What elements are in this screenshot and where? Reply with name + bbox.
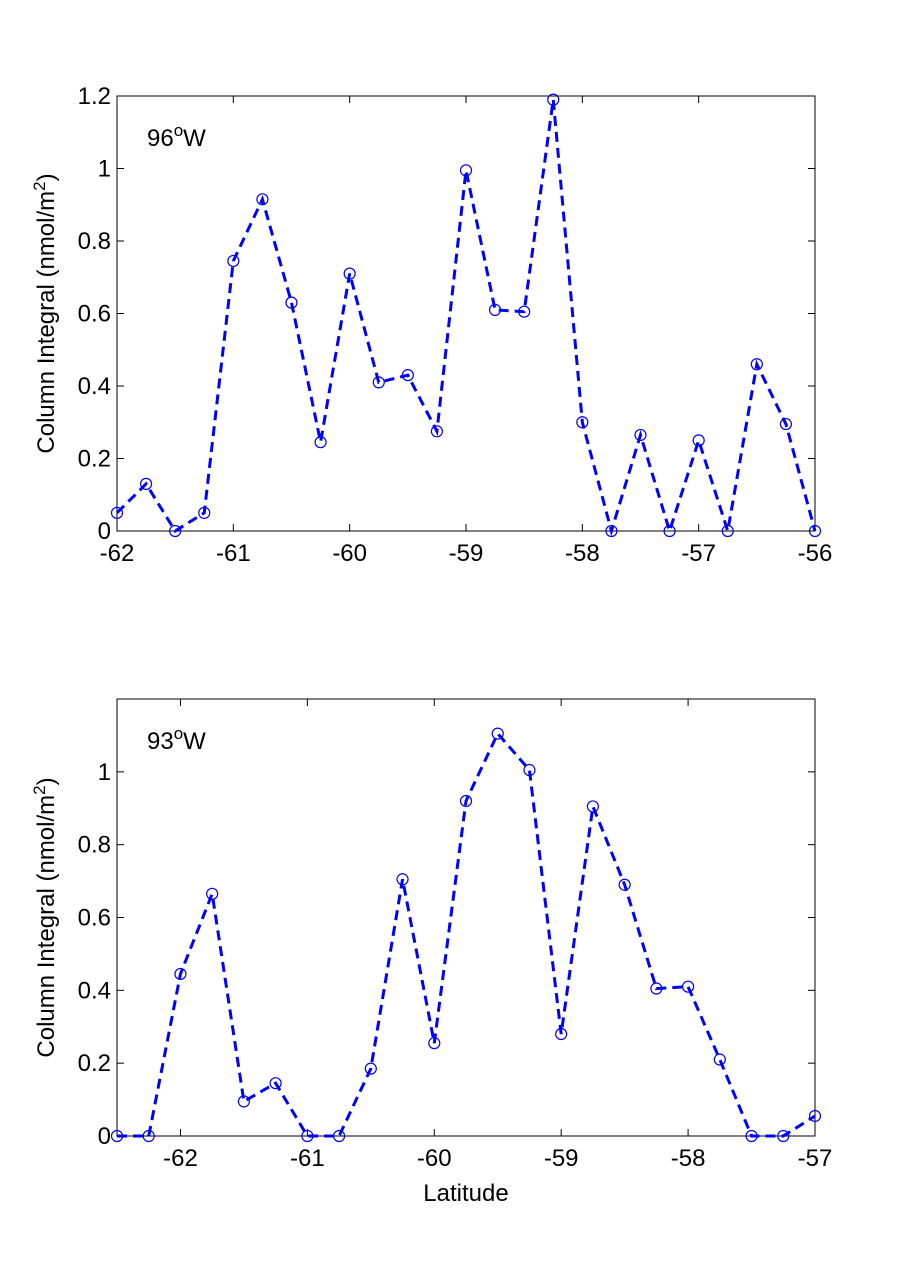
- data-point: [518, 305, 531, 318]
- data-point: [139, 477, 153, 490]
- y-axis-title-text: Column Integral (nmol/m: [33, 191, 60, 454]
- series-line: [115, 99, 817, 537]
- y-tick-label: 1: [98, 156, 111, 183]
- data-point: [142, 1129, 155, 1143]
- series-line: [117, 730, 816, 1138]
- longitude-annotation: 96oW: [147, 121, 206, 152]
- data-point: [692, 434, 705, 447]
- data-point: [269, 1077, 282, 1090]
- y-tick-label: 0: [98, 518, 111, 545]
- y-tick-label: 0.2: [78, 1050, 111, 1077]
- longitude-annotation: 93oW: [147, 724, 206, 755]
- data-point: [198, 506, 211, 519]
- data-point: [650, 982, 663, 995]
- y-tick-label: 1: [98, 759, 111, 786]
- data-point: [364, 1062, 377, 1075]
- chart-panel-93w: -62 -61 -60 -59 -58 -57 0 0.2 0.4 0.6 0.8 1 Column I…: [30, 698, 833, 1207]
- y-tick-label: 0.6: [78, 905, 111, 932]
- y-axis-title: Column Integral (nmol/m2): [30, 777, 60, 1057]
- y-axis-title-superscript: 2: [30, 785, 49, 794]
- data-point: [285, 296, 298, 309]
- x-tick-label: -60: [417, 1145, 452, 1172]
- x-tick-label: -62: [100, 540, 135, 567]
- y-tick-label: 1.2: [78, 83, 111, 110]
- data-point: [547, 93, 560, 106]
- data-point: [401, 369, 414, 382]
- x-tick-label: -57: [681, 540, 716, 567]
- data-point: [634, 428, 647, 442]
- x-tick-label: -59: [449, 540, 484, 567]
- x-tick-label: -60: [332, 540, 367, 567]
- x-tick-label: -59: [544, 1145, 579, 1172]
- data-point: [332, 1129, 346, 1143]
- data-point: [237, 1095, 251, 1108]
- data-point: [430, 425, 444, 438]
- x-tick-label: -57: [798, 1145, 833, 1172]
- data-point: [605, 524, 618, 538]
- data-point: [301, 1129, 314, 1143]
- y-tick-label: 0.8: [78, 228, 111, 255]
- data-point: [745, 1129, 758, 1143]
- y-tick-label: 0.4: [78, 373, 111, 400]
- data-point: [372, 376, 385, 389]
- plot-frame: [116, 95, 816, 532]
- data-point: [576, 416, 589, 429]
- data-point: [523, 763, 536, 777]
- data-point: [396, 873, 409, 886]
- data-point: [721, 524, 734, 538]
- data-point: [681, 980, 695, 993]
- data-point: [110, 1129, 124, 1143]
- data-point: [488, 303, 502, 316]
- data-point: [808, 1109, 822, 1123]
- data-point: [491, 727, 504, 740]
- y-axis-title: Column Integral (nmol/m2): [30, 173, 60, 453]
- data-point: [663, 524, 676, 538]
- data-point: [459, 794, 473, 808]
- x-tick-label: -56: [798, 540, 833, 567]
- data-point: [428, 1037, 441, 1050]
- data-point: [314, 436, 327, 449]
- data-point: [586, 800, 600, 813]
- y-tick-label: 0.2: [78, 446, 111, 473]
- x-tick-label: -61: [216, 540, 251, 567]
- data-point: [808, 524, 822, 538]
- data-point: [174, 967, 187, 981]
- data-point: [750, 358, 763, 371]
- x-axis-title: Latitude: [423, 1180, 508, 1207]
- x-tick-label: -61: [290, 1145, 325, 1172]
- chart-panel-96w: -62 -61 -60 -59 -58 -57 -56 0 0.2 0.4 0.6 0.8 1 1.2 Co…: [30, 83, 832, 567]
- y-tick-label: 0: [98, 1123, 111, 1150]
- data-point: [459, 164, 473, 177]
- data-point: [779, 417, 793, 431]
- data-point: [206, 887, 219, 900]
- x-tick-label: -62: [163, 1145, 198, 1172]
- data-point: [343, 267, 356, 280]
- x-tick-label: -58: [565, 540, 600, 567]
- plot-frame: [116, 698, 816, 1137]
- y-tick-label: 0.8: [78, 832, 111, 859]
- y-tick-label: 0.4: [78, 977, 111, 1004]
- data-point: [555, 1027, 568, 1041]
- data-point: [256, 193, 269, 206]
- y-axis-title-close: ): [33, 777, 60, 785]
- data-point: [169, 524, 182, 538]
- y-axis-title-superscript: 2: [30, 181, 49, 190]
- y-axis-title-text: Column Integral (nmol/m: [33, 795, 60, 1058]
- data-point: [618, 878, 631, 891]
- data-point: [110, 506, 124, 519]
- x-tick-label: -58: [671, 1145, 706, 1172]
- y-tick-label: 0.6: [78, 301, 111, 328]
- data-point: [713, 1053, 726, 1066]
- y-axis-title-close: ): [33, 173, 60, 181]
- data-point: [227, 254, 240, 268]
- data-point: [777, 1129, 790, 1143]
